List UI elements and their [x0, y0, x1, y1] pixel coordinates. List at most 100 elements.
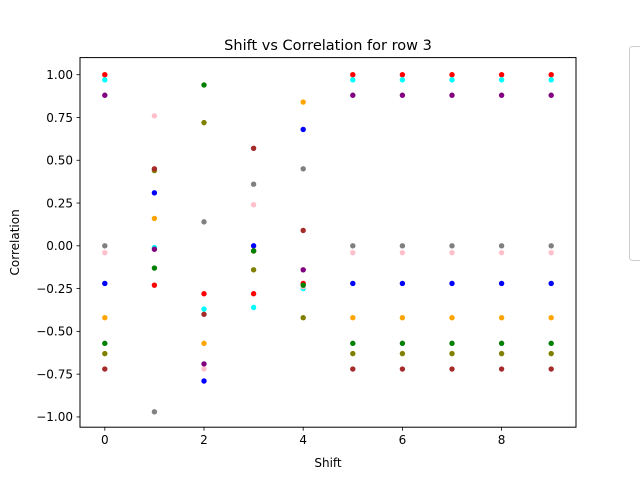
point-s4-x5	[350, 250, 355, 255]
point-s4-x6	[400, 250, 405, 255]
point-s0-x5	[350, 72, 355, 77]
point-s1-x8	[499, 77, 504, 82]
point-s2-x5	[350, 93, 355, 98]
point-s8-x5	[350, 351, 355, 356]
point-s3-x6	[400, 243, 405, 248]
point-s4-x8	[499, 250, 504, 255]
point-s8-x6	[400, 351, 405, 356]
y-tick-label: −1.00	[36, 410, 73, 424]
y-tick-label: −0.75	[36, 367, 73, 381]
point-s9-x9	[549, 366, 554, 371]
point-s0-x3	[251, 291, 256, 296]
point-s7-x6	[400, 341, 405, 346]
point-s0-x7	[449, 72, 454, 77]
point-s2-x4	[301, 267, 306, 272]
y-tick-label: 0.25	[46, 196, 73, 210]
point-s1-x5	[350, 77, 355, 82]
point-s8-x2	[201, 120, 206, 125]
point-s0-x2	[201, 291, 206, 296]
x-tick-label: 0	[101, 433, 109, 447]
point-s4-x9	[549, 250, 554, 255]
point-s6-x2	[201, 341, 206, 346]
point-s6-x8	[499, 315, 504, 320]
point-s3-x8	[499, 243, 504, 248]
y-tick-label: −0.25	[36, 282, 73, 296]
point-s1-x3	[251, 305, 256, 310]
point-s9-x6	[400, 366, 405, 371]
point-s0-x0	[102, 72, 107, 77]
legend-box	[630, 47, 640, 261]
point-s3-x3	[251, 182, 256, 187]
point-s8-x4	[301, 315, 306, 320]
point-s6-x1	[152, 216, 157, 221]
point-s5-x7	[449, 281, 454, 286]
point-s1-x9	[549, 77, 554, 82]
point-s5-x1	[152, 190, 157, 195]
point-s2-x7	[449, 93, 454, 98]
point-s5-x0	[102, 281, 107, 286]
point-s5-x8	[499, 281, 504, 286]
point-s3-x4	[301, 166, 306, 171]
chart-title: Shift vs Correlation for row 3	[224, 38, 432, 54]
point-s2-x9	[549, 93, 554, 98]
point-s7-x8	[499, 341, 504, 346]
point-s9-x2	[201, 312, 206, 317]
point-s4-x3	[251, 202, 256, 207]
point-s9-x1	[152, 166, 157, 171]
point-s0-x6	[400, 72, 405, 77]
x-tick-label: 2	[200, 433, 208, 447]
point-s8-x8	[499, 351, 504, 356]
point-s9-x3	[251, 146, 256, 151]
point-s5-x5	[350, 281, 355, 286]
point-s7-x9	[549, 341, 554, 346]
point-s5-x2	[201, 378, 206, 383]
x-tick-label: 8	[498, 433, 506, 447]
point-s6-x5	[350, 315, 355, 320]
y-tick-label: 0.00	[46, 239, 73, 253]
point-s3-x7	[449, 243, 454, 248]
point-s6-x7	[449, 315, 454, 320]
y-tick-label: 0.50	[46, 154, 73, 168]
x-tick-label: 6	[399, 433, 407, 447]
point-s7-x7	[449, 341, 454, 346]
point-s0-x9	[549, 72, 554, 77]
plot-area	[80, 58, 576, 428]
point-s2-x0	[102, 93, 107, 98]
point-s2-x1	[152, 247, 157, 252]
point-s4-x2	[201, 366, 206, 371]
point-s4-x7	[449, 250, 454, 255]
point-s9-x5	[350, 366, 355, 371]
point-s5-x9	[549, 281, 554, 286]
point-s2-x8	[499, 93, 504, 98]
point-s1-x0	[102, 77, 107, 82]
y-tick-label: 1.00	[46, 68, 73, 82]
point-s7-x5	[350, 341, 355, 346]
y-tick-label: 0.75	[46, 111, 73, 125]
point-s9-x0	[102, 366, 107, 371]
y-axis-label: Correlation	[8, 209, 22, 275]
point-s9-x4	[301, 228, 306, 233]
point-s7-x0	[102, 341, 107, 346]
point-s1-x7	[449, 77, 454, 82]
point-s5-x3	[251, 243, 256, 248]
point-s7-x4	[301, 282, 306, 287]
x-axis-label: Shift	[314, 456, 342, 470]
point-s8-x7	[449, 351, 454, 356]
point-s1-x2	[201, 306, 206, 311]
point-s4-x0	[102, 250, 107, 255]
point-s2-x6	[400, 93, 405, 98]
point-s6-x4	[301, 99, 306, 104]
point-s3-x9	[549, 243, 554, 248]
point-s7-x3	[251, 248, 256, 253]
point-s6-x0	[102, 315, 107, 320]
point-s9-x8	[499, 366, 504, 371]
point-s5-x4	[301, 127, 306, 132]
point-s3-x1	[152, 409, 157, 414]
point-s3-x2	[201, 219, 206, 224]
y-tick-label: −0.50	[36, 325, 73, 339]
point-s2-x2	[201, 361, 206, 366]
point-s7-x2	[201, 82, 206, 87]
point-s6-x6	[400, 315, 405, 320]
point-s3-x5	[350, 243, 355, 248]
